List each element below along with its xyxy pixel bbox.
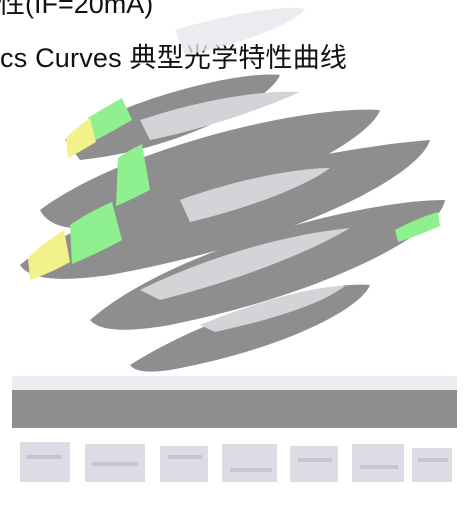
section-heading: cs Curves 典型光学特性曲线 xyxy=(0,36,347,75)
logo-company-name-strip xyxy=(20,442,452,482)
swoosh-highlight-4 xyxy=(140,228,350,300)
logo-base-bar xyxy=(12,390,457,428)
swoosh-accent-green-1 xyxy=(88,98,132,142)
swoosh-shape-1 xyxy=(175,7,305,56)
swoosh-accent-yellow-3 xyxy=(28,230,70,280)
swoosh-accent-green-4 xyxy=(395,212,440,242)
swoosh-highlight-3 xyxy=(180,168,330,222)
swoosh-shape-7 xyxy=(200,285,345,332)
logo-company-name-strip-detail xyxy=(26,455,448,472)
swoosh-accent-green-2 xyxy=(116,144,150,206)
swoosh-shape-6 xyxy=(130,284,370,372)
section-heading-cn: 典型光学特性曲线 xyxy=(129,43,348,74)
swoosh-accent-yellow-1 xyxy=(66,118,96,158)
swoosh-highlight-2 xyxy=(140,91,300,140)
section-heading-en: cs Curves xyxy=(0,43,122,73)
logo-base-bar xyxy=(12,376,457,390)
spec-condition-text: 性(IF=20mA) xyxy=(0,0,154,19)
swoosh-accent-green-3 xyxy=(70,202,122,264)
